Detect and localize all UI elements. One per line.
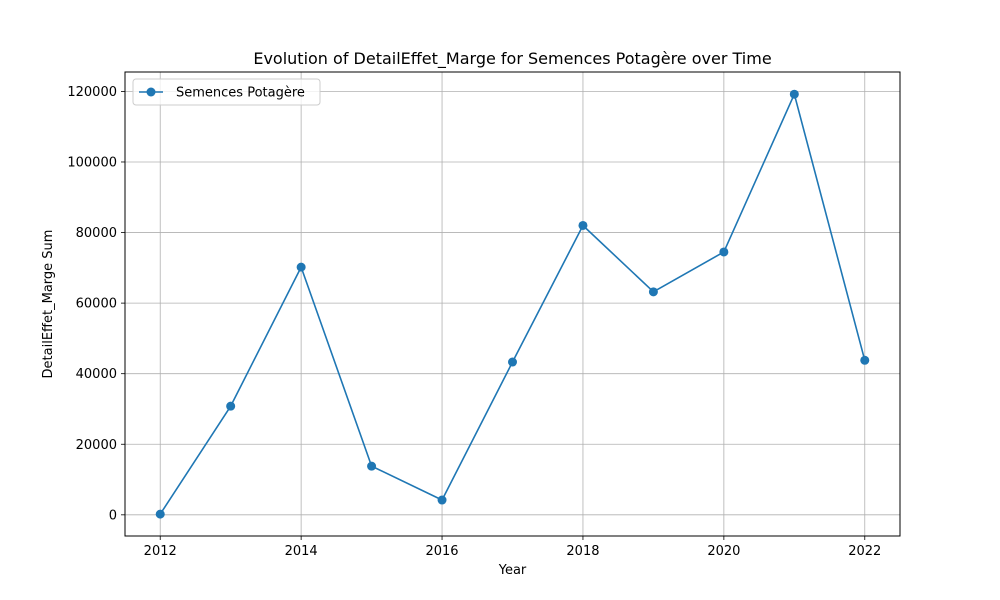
y-tick-label: 0 [109,508,117,523]
y-tick-label: 120000 [67,85,117,100]
data-point [860,355,870,365]
x-tick-label: 2020 [707,544,740,559]
axis-ticks: 2012 2014 2016 2018 2020 2022 0 20000 40000 60000… [67,85,881,559]
x-tick-label: 2014 [285,544,318,559]
data-point [719,247,729,257]
x-tick-label: 2018 [566,544,599,559]
legend-label: Semences Potagère [176,86,305,101]
data-point [226,401,236,411]
y-tick-label: 60000 [76,297,117,312]
legend: Semences Potagère [132,78,321,106]
data-point [789,89,799,99]
data-point [296,262,306,272]
x-axis-title: Year [498,563,527,578]
y-tick-label: 100000 [67,155,117,170]
data-point [367,461,377,471]
legend-box [132,78,321,106]
series-layer [155,89,870,519]
data-point [508,357,517,367]
legend-marker [146,87,156,97]
plot-frame [124,71,901,537]
y-tick-label: 80000 [76,226,117,241]
y-tick-label: 20000 [76,438,117,453]
x-tick-label: 2016 [425,544,458,559]
x-tick-label: 2012 [144,544,177,559]
y-axis-title: DetailEffet_Marge Sum [41,230,56,379]
data-point [155,509,165,519]
grid [125,72,900,536]
data-point [578,220,588,230]
data-point [437,495,447,505]
chart-title: Evolution of DetailEffet_Marge for Semen… [253,49,771,69]
y-tick-label: 40000 [76,367,117,382]
data-point [648,287,658,297]
x-tick-label: 2022 [848,544,881,559]
